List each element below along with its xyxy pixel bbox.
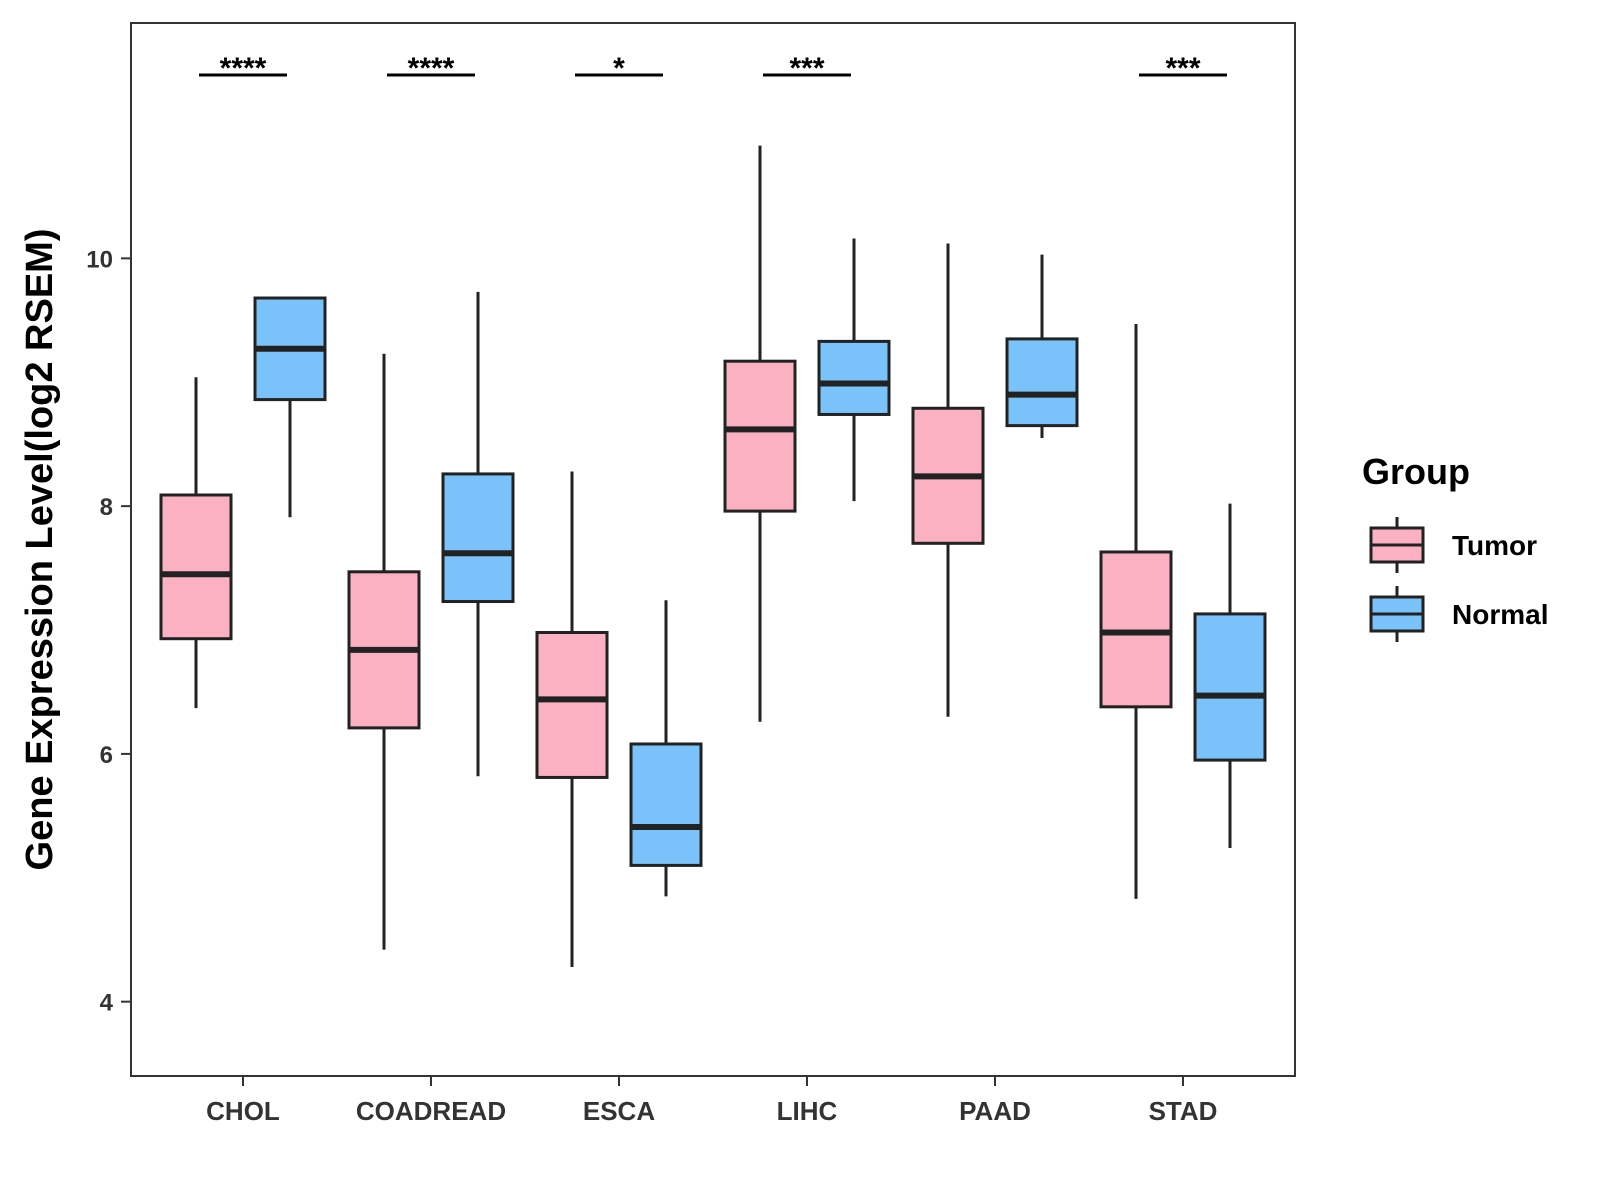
box-normal-chol — [253, 296, 327, 518]
panel-border — [130, 22, 1296, 1077]
y-axis-title: Gene Expression Level(log2 RSEM) — [19, 229, 61, 871]
significance-label: **** — [408, 52, 455, 85]
box-body — [629, 742, 703, 867]
box-tumor-esca — [535, 471, 609, 967]
box-body — [817, 339, 891, 416]
legend-title: Group — [1362, 451, 1470, 492]
legend-item-normal: Normal — [1369, 586, 1548, 642]
box-normal-paad — [1005, 254, 1079, 439]
legend-item-tumor: Tumor — [1369, 517, 1537, 573]
box-body — [723, 359, 797, 513]
significance-label: **** — [220, 52, 267, 85]
significance-lihc: *** — [763, 52, 851, 85]
box-normal-lihc — [817, 238, 891, 502]
significance-chol: **** — [199, 52, 287, 85]
legend-label: Tumor — [1452, 530, 1537, 561]
x-tick-label: LIHC — [777, 1096, 838, 1126]
significance-coadread: **** — [387, 52, 475, 85]
box-normal-stad — [1193, 503, 1267, 849]
box-tumor-chol — [159, 377, 233, 709]
significance-label: *** — [789, 52, 824, 85]
box-body — [1005, 337, 1079, 428]
y-tick-label: 6 — [100, 742, 113, 769]
box-tumor-lihc — [723, 145, 797, 722]
box-body — [159, 493, 233, 641]
significance-stad: *** — [1139, 52, 1227, 85]
box-tumor-coadread — [347, 353, 421, 950]
significance-esca: * — [575, 52, 663, 85]
significance-label: * — [613, 52, 625, 85]
box-body — [535, 631, 609, 779]
box-tumor-stad — [1099, 324, 1173, 899]
legend: Group Tumor Normal — [1362, 451, 1548, 642]
x-tick-label: ESCA — [583, 1096, 655, 1126]
y-tick-label: 10 — [86, 246, 113, 273]
box-body — [1193, 612, 1267, 762]
x-axis: CHOL COADREAD ESCA LIHC PAAD STAD — [206, 1076, 1217, 1126]
box-body — [1099, 550, 1173, 709]
plot-area: **** **** * *** *** — [159, 52, 1267, 967]
x-tick-label: PAAD — [959, 1096, 1031, 1126]
significance-label: *** — [1165, 52, 1200, 85]
x-tick-label: CHOL — [206, 1096, 280, 1126]
x-tick-label: COADREAD — [356, 1096, 506, 1126]
y-tick-label: 8 — [100, 494, 113, 521]
y-axis: 4 6 8 10 — [86, 246, 131, 1017]
box-normal-esca — [629, 600, 703, 897]
legend-label: Normal — [1452, 599, 1548, 630]
box-normal-coadread — [441, 291, 515, 777]
box-tumor-paad — [911, 243, 985, 717]
x-tick-label: STAD — [1149, 1096, 1218, 1126]
box-body — [441, 472, 515, 604]
y-tick-label: 4 — [100, 990, 114, 1017]
